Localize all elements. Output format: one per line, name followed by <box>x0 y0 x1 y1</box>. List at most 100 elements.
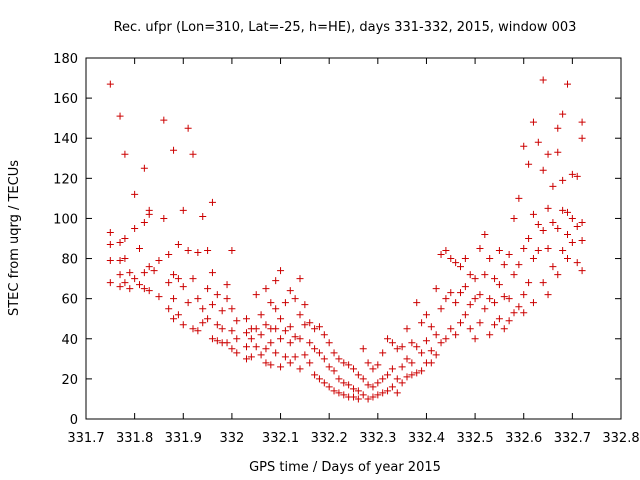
data-point <box>418 319 426 327</box>
data-point <box>437 305 445 313</box>
data-point <box>495 281 503 289</box>
data-point <box>286 339 294 347</box>
y-tick-label: 80 <box>61 253 78 268</box>
data-point <box>170 146 178 154</box>
data-point <box>291 295 299 303</box>
data-point <box>452 331 460 339</box>
data-point <box>189 275 197 283</box>
x-tick-label: 331.8 <box>116 431 153 446</box>
data-point <box>466 301 474 309</box>
data-point <box>359 345 367 353</box>
data-point <box>461 255 469 263</box>
data-point <box>457 319 464 327</box>
data-point <box>398 363 406 371</box>
data-point <box>564 80 571 88</box>
data-point <box>520 309 528 317</box>
data-point <box>243 315 250 323</box>
data-point <box>393 345 401 353</box>
data-point <box>277 267 285 275</box>
data-point <box>296 275 304 283</box>
data-point <box>510 214 518 222</box>
data-point <box>286 287 294 295</box>
data-point <box>554 124 562 132</box>
data-point <box>471 295 479 303</box>
x-axis-label: GPS time / Days of year 2015 <box>249 460 441 475</box>
data-point <box>116 283 124 291</box>
plot-frame <box>85 57 622 420</box>
data-point <box>213 337 221 345</box>
data-point <box>510 309 518 317</box>
data-point <box>262 345 270 353</box>
data-point <box>116 112 124 120</box>
data-point <box>544 245 552 253</box>
data-point <box>491 275 499 283</box>
data-point <box>121 255 129 263</box>
data-point <box>534 220 542 228</box>
data-point <box>291 353 299 361</box>
data-point <box>461 311 469 319</box>
data-point <box>145 210 153 218</box>
data-point <box>131 275 139 283</box>
data-point <box>150 267 158 275</box>
data-point <box>500 325 508 333</box>
data-point <box>223 339 231 347</box>
data-point <box>520 245 528 253</box>
data-point <box>418 349 426 357</box>
y-axis: 0 20 40 60 80 100 120 140 160 180 <box>53 52 621 428</box>
data-point <box>277 315 285 323</box>
data-point <box>121 150 129 158</box>
x-axis: 331.7 331.8 331.9 332 332.1 332.2 332.3 332.4 33… <box>67 58 640 446</box>
data-point <box>578 237 586 245</box>
data-point <box>228 345 236 353</box>
y-tick-label: 20 <box>61 373 78 388</box>
data-point <box>486 255 494 263</box>
data-point <box>267 299 275 307</box>
data-point <box>554 148 562 156</box>
data-point <box>359 391 367 399</box>
data-point <box>277 363 285 371</box>
data-point <box>466 271 474 279</box>
data-point <box>106 279 114 287</box>
data-point <box>140 285 148 293</box>
data-point <box>330 387 338 395</box>
data-point <box>452 299 460 307</box>
data-point <box>233 349 241 357</box>
data-point <box>281 299 289 307</box>
data-point <box>427 323 435 331</box>
data-point <box>170 315 178 323</box>
data-point <box>374 361 382 369</box>
data-point <box>568 214 576 222</box>
data-point <box>408 359 416 367</box>
data-point <box>554 224 562 232</box>
data-point <box>320 331 328 339</box>
data-point <box>116 239 124 247</box>
data-point <box>578 134 586 142</box>
data-point <box>174 275 182 283</box>
data-point <box>106 80 114 88</box>
data-point <box>413 299 421 307</box>
data-point <box>549 218 557 226</box>
data-point <box>208 198 216 206</box>
data-point <box>194 327 202 335</box>
data-point <box>116 271 124 279</box>
data-point <box>243 355 250 363</box>
x-tick-label: 332.2 <box>311 431 348 446</box>
data-point <box>281 327 289 335</box>
data-point <box>447 289 455 297</box>
data-point <box>442 295 450 303</box>
data-point <box>529 255 537 263</box>
data-point <box>174 311 182 319</box>
x-tick-label: 332.5 <box>456 431 493 446</box>
data-point <box>505 317 513 325</box>
data-point <box>243 329 250 337</box>
data-point <box>505 251 513 259</box>
data-point <box>359 375 367 383</box>
data-point <box>350 393 357 401</box>
data-point <box>393 389 401 397</box>
data-point <box>160 214 168 222</box>
data-point <box>218 307 226 315</box>
data-point <box>194 295 202 303</box>
data-point <box>194 249 202 257</box>
data-point <box>427 359 435 367</box>
